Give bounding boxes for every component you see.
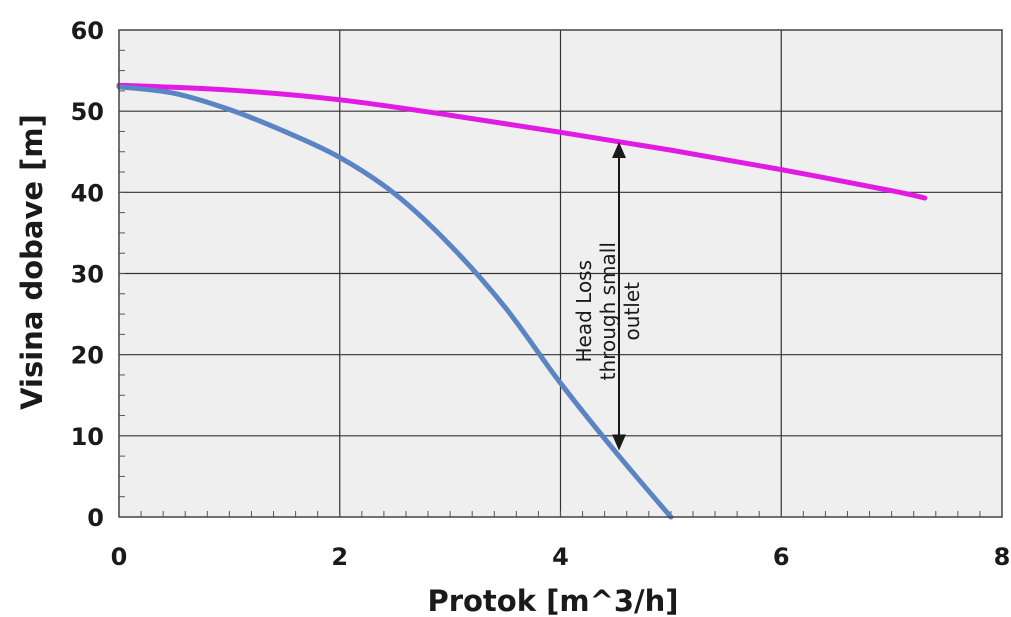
x-axis: 0 2 4 6 8 <box>111 543 1011 571</box>
y-axis: 0 10 20 30 40 50 60 <box>71 17 104 532</box>
x-axis-title: Protok [m^3/h] <box>427 584 678 617</box>
x-tick-label: 2 <box>331 543 348 571</box>
series-group <box>116 82 928 520</box>
y-tick-label: 0 <box>87 504 104 532</box>
y-tick-label: 50 <box>71 98 104 126</box>
x-tick-label: 0 <box>111 543 128 571</box>
plot-area-border <box>118 29 1003 518</box>
y-tick-label: 20 <box>71 342 104 370</box>
grid-lines <box>119 30 1002 517</box>
head-loss-label-line-3: outlet <box>620 282 644 341</box>
y-tick-label: 10 <box>71 423 104 451</box>
series-line-0 <box>116 82 928 201</box>
arrowhead-up <box>611 142 626 159</box>
x-tick-label: 6 <box>773 543 790 571</box>
y-tick-label: 40 <box>71 179 104 207</box>
series-line-1 <box>116 84 674 520</box>
arrowhead-down <box>611 434 626 451</box>
x-tick-label: 4 <box>552 543 569 571</box>
y-tick-label: 30 <box>71 261 104 289</box>
x-tick-label: 8 <box>994 543 1011 571</box>
head-loss-label-line-1: Head Loss <box>572 260 596 363</box>
head-loss-label-line-2: through small <box>596 242 620 380</box>
y-axis-title: Visina dobave [m] <box>15 114 49 410</box>
y-tick-label: 60 <box>71 17 104 45</box>
head-loss-annotation: Head Loss through small outlet <box>572 142 644 451</box>
head-loss-label: Head Loss through small outlet <box>572 242 644 380</box>
